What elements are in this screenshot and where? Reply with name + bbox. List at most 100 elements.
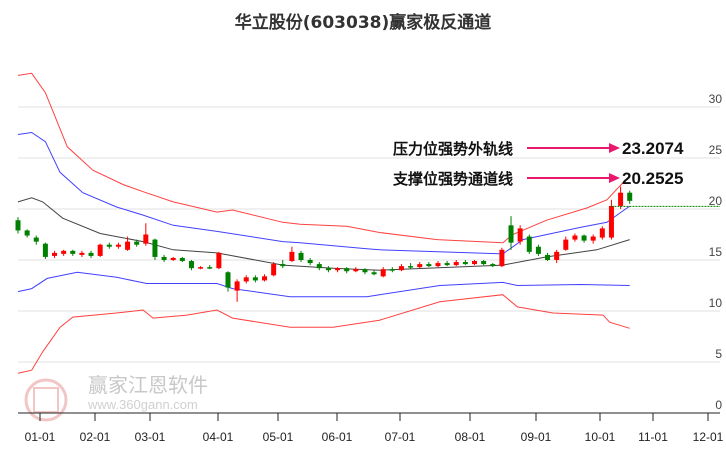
candle-body	[125, 241, 131, 250]
candle	[453, 260, 459, 267]
candle	[33, 235, 39, 245]
candle-body	[262, 276, 268, 281]
candle-body	[115, 244, 121, 247]
candle-body	[627, 192, 633, 201]
x-tick-label: 12-01	[693, 430, 724, 444]
candle-body	[234, 281, 240, 291]
candle-body	[307, 260, 313, 264]
x-tick-label: 04-01	[203, 430, 234, 444]
y-tick-label: 20	[709, 194, 723, 208]
x-tick-label: 02-01	[80, 430, 111, 444]
candle-body	[545, 254, 551, 260]
candle-body	[408, 266, 414, 268]
x-axis: 01-01 02-01 03-01 04-01 05-01 06-01 07-01 08-01…	[18, 412, 724, 444]
candle-body	[380, 269, 386, 277]
candle	[344, 267, 350, 274]
candle-body	[435, 263, 441, 267]
candle	[88, 250, 94, 258]
candle-body	[15, 220, 21, 231]
candle	[188, 260, 194, 271]
candle-body	[61, 250, 67, 254]
candle-body	[97, 244, 103, 256]
annotation-value: 23.2074	[622, 139, 684, 158]
candle	[52, 250, 58, 258]
candle	[179, 256, 185, 263]
candle-body	[444, 263, 450, 266]
candle-body	[170, 257, 176, 260]
candle	[262, 274, 268, 282]
watermark-url: www.360gann.com	[87, 397, 198, 412]
candle	[618, 186, 624, 209]
candle-body	[106, 244, 112, 247]
candle	[225, 271, 231, 292]
x-tick-label: 01-01	[25, 430, 56, 444]
candle	[435, 261, 441, 268]
band-inner-upper	[17, 131, 630, 255]
candle	[462, 260, 468, 266]
candle	[325, 266, 331, 273]
candle	[125, 236, 131, 251]
candle	[298, 250, 304, 263]
candle	[581, 234, 587, 243]
candle	[252, 275, 258, 283]
x-tick-label: 10-01	[585, 430, 616, 444]
candle-body	[344, 268, 350, 272]
candle	[481, 260, 487, 266]
candle-body	[52, 252, 58, 256]
candle	[170, 256, 176, 262]
candle-body	[590, 236, 596, 241]
candle	[316, 262, 322, 271]
annotation-value: 20.2525	[622, 169, 683, 188]
y-tick-label: 30	[709, 92, 723, 106]
candle	[517, 225, 523, 245]
candle	[398, 264, 404, 272]
x-tick-label: 08-01	[455, 430, 486, 444]
candle	[243, 275, 249, 284]
candle	[554, 249, 560, 264]
x-tick-label: 03-01	[135, 430, 166, 444]
candle-body	[289, 251, 295, 262]
candle	[371, 270, 377, 276]
candle-body	[271, 264, 277, 276]
candle-body	[563, 239, 569, 250]
chart-title: 华立股份(603038)赢家极反通道	[235, 12, 492, 33]
candle-body	[33, 237, 39, 242]
y-tick-label: 15	[709, 245, 723, 259]
x-tick-label: 07-01	[385, 430, 416, 444]
candle-body	[207, 267, 213, 269]
candle	[42, 242, 48, 259]
candle-body	[143, 234, 149, 244]
candle	[408, 263, 414, 270]
candle-body	[554, 251, 560, 260]
candle	[545, 252, 551, 262]
candle-body	[371, 272, 377, 275]
candle	[70, 249, 76, 256]
candle-body	[42, 243, 48, 257]
candle-body	[472, 261, 477, 265]
candle-body	[481, 261, 487, 265]
candle	[134, 239, 140, 247]
candle-body	[88, 252, 94, 256]
candle	[389, 267, 395, 273]
candle	[143, 223, 149, 246]
watermark-seal-icon	[24, 378, 68, 422]
annotation-label: 压力位强势外轨线	[393, 140, 513, 158]
candle	[61, 249, 67, 256]
candle-body	[198, 267, 204, 269]
candle	[198, 266, 204, 270]
candle-body	[398, 266, 404, 271]
candle-body	[581, 235, 587, 241]
candle	[207, 265, 213, 270]
candle	[15, 217, 21, 234]
candle	[426, 262, 432, 268]
candle-body	[225, 272, 231, 288]
candle-body	[535, 246, 541, 254]
candle-body	[79, 252, 85, 255]
watermark-seal-square	[33, 387, 59, 413]
band-outer-lower	[17, 294, 630, 374]
candle-body	[362, 269, 368, 273]
candle	[24, 229, 30, 238]
candle	[97, 243, 103, 257]
candle	[115, 242, 121, 249]
